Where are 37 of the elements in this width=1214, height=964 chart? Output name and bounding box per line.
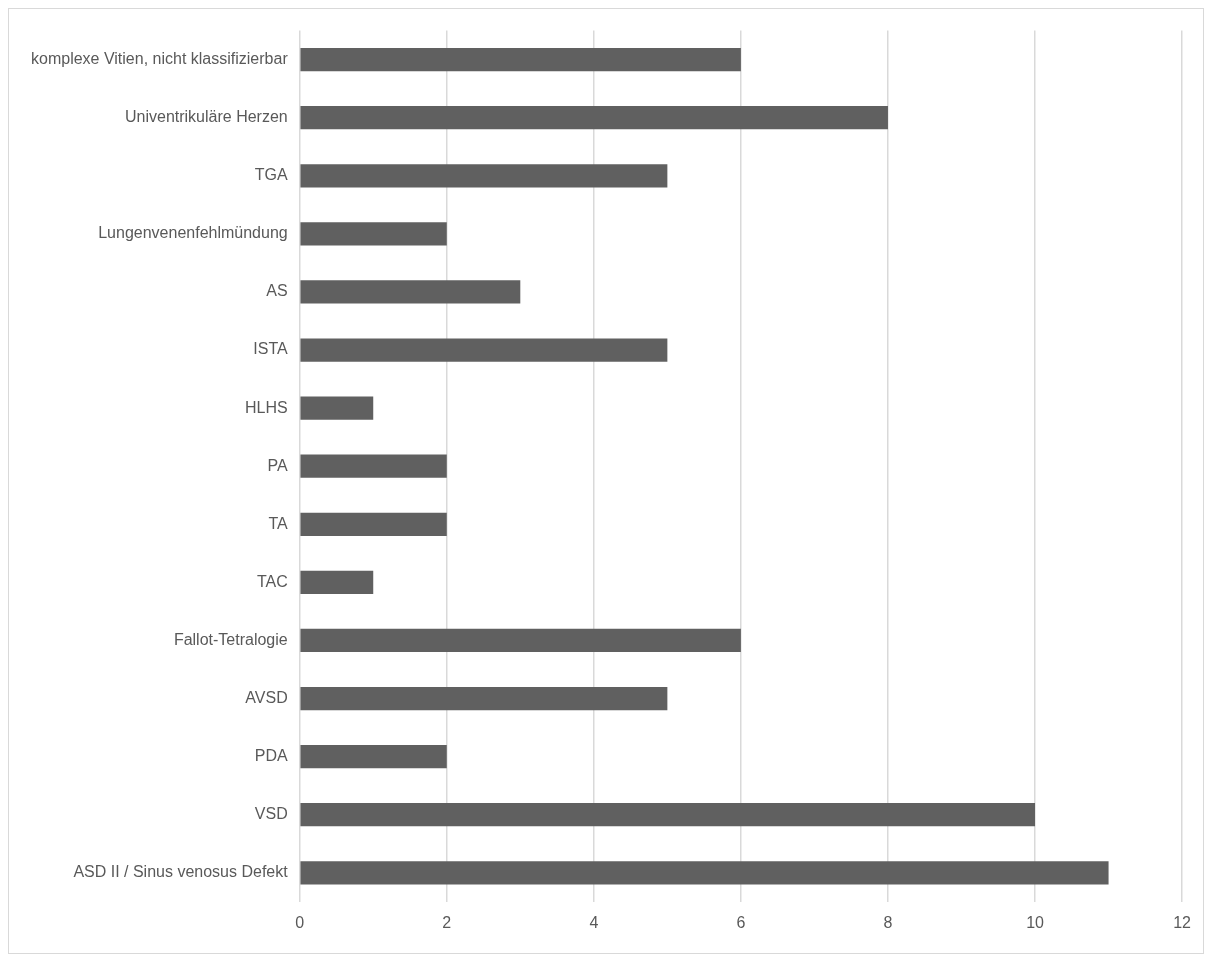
bar bbox=[300, 164, 668, 188]
bar bbox=[300, 106, 888, 130]
y-tick-label: AS bbox=[266, 282, 288, 300]
x-tick-label: 2 bbox=[442, 913, 452, 931]
y-tick-label: TA bbox=[268, 514, 289, 532]
bar bbox=[300, 222, 447, 246]
x-tick-label: 12 bbox=[1173, 913, 1192, 931]
y-tick-label: ASD II / Sinus venosus Defekt bbox=[73, 863, 289, 881]
bar bbox=[300, 686, 668, 711]
bar bbox=[300, 396, 374, 420]
x-tick-label: 4 bbox=[589, 913, 599, 931]
y-tick-label: Univentrikuläre Herzen bbox=[124, 108, 288, 126]
bar bbox=[300, 861, 1109, 885]
y-tick-label: TAC bbox=[256, 572, 288, 590]
y-tick-label: AVSD bbox=[245, 688, 288, 706]
bar bbox=[300, 280, 521, 304]
x-tick-label: 0 bbox=[295, 913, 305, 931]
bar bbox=[300, 628, 741, 653]
y-tick-label: TGA bbox=[254, 166, 289, 184]
bar bbox=[300, 512, 447, 536]
bar bbox=[300, 338, 668, 362]
bar bbox=[300, 570, 374, 594]
bar bbox=[300, 48, 741, 72]
bar bbox=[300, 454, 447, 478]
y-tick-label: komplexe Vitien, nicht klassifizierbar bbox=[31, 50, 289, 68]
bar bbox=[300, 744, 447, 769]
y-tick-label: ISTA bbox=[253, 340, 289, 358]
bar bbox=[300, 803, 1036, 827]
x-tick-label: 8 bbox=[883, 913, 893, 931]
y-tick-label: HLHS bbox=[245, 398, 288, 416]
y-tick-label: VSD bbox=[254, 805, 288, 823]
x-tick-label: 10 bbox=[1026, 913, 1045, 931]
y-tick-label: PDA bbox=[254, 747, 289, 765]
x-tick-label: 6 bbox=[736, 913, 746, 931]
y-tick-label: Fallot-Tetralogie bbox=[173, 630, 288, 648]
y-tick-label: Lungenvenenfehlmündung bbox=[98, 224, 288, 242]
y-tick-label: PA bbox=[267, 456, 289, 474]
